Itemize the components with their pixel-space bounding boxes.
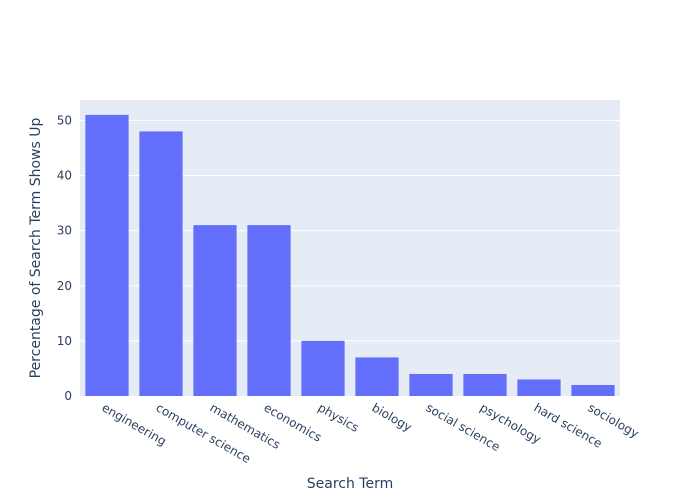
y-tick-label: 0 [64,389,72,403]
y-axis-title: Percentage of Search Term Shows Up [28,118,44,379]
bar-mathematics[interactable] [193,225,237,396]
y-tick-label: 20 [57,279,72,293]
x-tick-label: physics [316,400,362,435]
bar-physics[interactable] [301,340,345,396]
y-tick-label: 50 [57,113,72,127]
x-tick-label: biology [370,400,415,434]
bars [85,114,615,396]
x-tick-label: computer science [154,400,254,466]
y-tick-label: 10 [57,334,72,348]
y-tick-label: 30 [57,224,72,238]
x-axis-title: Search Term [307,476,393,492]
bar-biology[interactable] [355,357,399,396]
bar-computer-science[interactable] [139,131,183,396]
y-tick-labels: 0 10 20 30 40 50 [57,113,72,403]
bar-hard-science[interactable] [517,379,561,396]
bar-engineering[interactable] [85,114,129,396]
bar-economics[interactable] [247,225,291,396]
bar-psychology[interactable] [463,373,507,396]
y-tick-label: 40 [57,169,72,183]
bar-sociology[interactable] [571,384,615,396]
bar-social-science[interactable] [409,373,453,396]
